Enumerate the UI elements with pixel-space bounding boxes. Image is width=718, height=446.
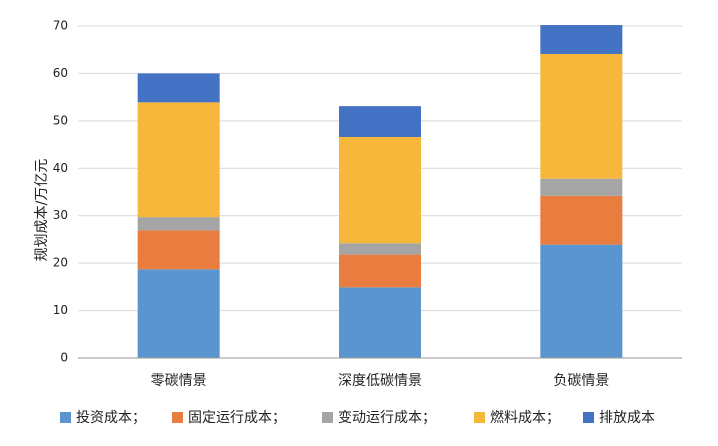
bar-segment-2-2 <box>540 178 623 196</box>
legend-label: 变动运行成本； <box>338 410 436 426</box>
y-tick-label: 60 <box>53 66 68 80</box>
y-axis-label: 规划成本/万亿元 <box>34 159 50 262</box>
bar-segment-1-3 <box>339 136 421 244</box>
y-axis-ticks: 0 10 20 30 40 50 60 70 <box>53 19 68 365</box>
x-tick-label: 负碳情景 <box>553 373 609 389</box>
bar-segment-2-4 <box>540 25 623 54</box>
bar-segment-0-2 <box>137 217 220 231</box>
y-tick-label: 20 <box>53 256 68 270</box>
bar-segment-1-2 <box>339 243 421 255</box>
legend-swatch <box>172 412 183 423</box>
y-tick-label: 40 <box>53 161 68 175</box>
bars <box>137 25 623 358</box>
bar-segment-0-0 <box>137 269 220 358</box>
y-tick-label: 70 <box>53 19 68 33</box>
legend: 投资成本； 固定运行成本； 变动运行成本； 燃料成本； 排放成本 <box>60 409 655 426</box>
legend-label: 排放成本 <box>599 410 655 426</box>
legend-swatch <box>583 412 594 423</box>
legend-label: 固定运行成本； <box>188 410 286 426</box>
y-tick-label: 30 <box>53 208 68 222</box>
bar-segment-1-0 <box>339 287 421 358</box>
y-tick-label: 0 <box>60 351 68 365</box>
bar-segment-2-3 <box>540 53 623 179</box>
y-tick-label: 10 <box>53 303 68 317</box>
bar-segment-1-1 <box>339 254 421 288</box>
bar-segment-2-1 <box>540 195 623 245</box>
legend-swatch <box>60 412 71 423</box>
bar-segment-0-4 <box>137 73 220 103</box>
legend-label: 投资成本； <box>76 410 146 426</box>
legend-swatch <box>322 412 333 423</box>
legend-swatch <box>474 412 485 423</box>
y-tick-label: 50 <box>53 113 68 127</box>
bar-segment-1-4 <box>339 106 421 137</box>
bar-segment-2-0 <box>540 244 623 358</box>
x-tick-label: 深度低碳情景 <box>338 373 422 389</box>
legend-label: 燃料成本； <box>490 409 560 426</box>
bar-segment-0-3 <box>137 102 220 218</box>
x-tick-label: 零碳情景 <box>151 373 207 389</box>
bar-segment-0-1 <box>137 230 220 270</box>
category-labels: 零碳情景 深度低碳情景 负碳情景 <box>151 373 610 389</box>
